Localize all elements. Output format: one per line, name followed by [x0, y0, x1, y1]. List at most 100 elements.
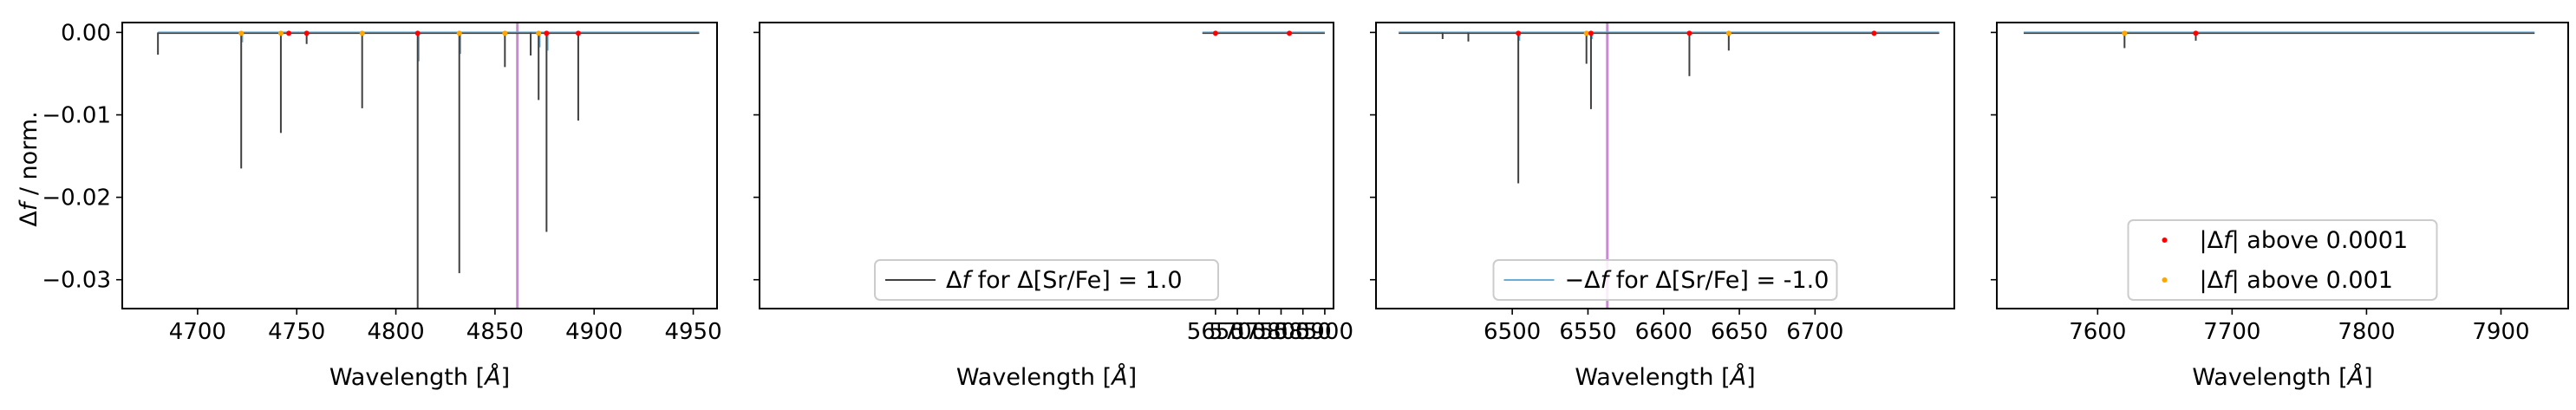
- legend-text-part: | above 0.0001: [2232, 227, 2409, 254]
- y-tick-label: −0.02: [42, 185, 111, 212]
- legend-marker-swatch: [2162, 277, 2168, 283]
- legend-text-part: |: [2200, 227, 2208, 254]
- legend-panel-2: Δf for Δ[Sr/Fe] = 1.0: [874, 259, 1219, 301]
- above-0.0001-marker: [414, 30, 421, 36]
- legend-delta: Δ: [2208, 267, 2224, 294]
- panel-4: 7600 7700 7800 7900 Wavelength [Å]: [1991, 22, 2569, 391]
- legend-panel-4: |Δf| above 0.0001 |Δf| above 0.001: [2127, 219, 2438, 301]
- legend-box: [874, 259, 1219, 301]
- x-tick-label: 4750: [268, 319, 325, 345]
- x-axis-label-text: Wavelength [: [1575, 364, 1730, 391]
- panel-2-plot-area: [1202, 30, 1325, 36]
- x-axis-label-bracket: ]: [1746, 364, 1756, 391]
- above-0.001-marker: [359, 30, 365, 36]
- y-axis-label-rest: / norm.: [16, 111, 42, 202]
- x-tick-label: 4850: [466, 319, 524, 345]
- x-axis-label-unit: Å: [2346, 363, 2364, 391]
- legend-text-part: |: [2200, 267, 2208, 294]
- panel-3-plot-area: [1399, 23, 1940, 309]
- x-tick-label: 5900: [1296, 319, 1353, 345]
- y-tick-label: −0.01: [42, 103, 111, 129]
- above-0.001-marker: [2122, 30, 2128, 36]
- x-tick-label: 4800: [367, 319, 424, 345]
- legend-delta: Δ: [1584, 267, 1601, 294]
- legend-label: |Δf| above 0.001: [2200, 267, 2393, 294]
- x-axis-label: Wavelength [Å]: [329, 363, 510, 391]
- legend-box: [2127, 219, 2438, 301]
- above-0.001-marker: [1583, 30, 1589, 36]
- panels: 4700 4750 4800 4850 4900 4950 0.00 −0.01 −0.02 −0…: [42, 20, 2569, 391]
- x-tick-label: 6700: [1786, 319, 1843, 345]
- legend-text-part: −: [1565, 267, 1585, 294]
- y-tick-label: −0.03: [42, 268, 111, 294]
- x-axis-label: Wavelength [Å]: [956, 363, 1137, 391]
- legend-text-part: | above 0.001: [2232, 267, 2393, 294]
- legend-label: |Δf| above 0.0001: [2200, 227, 2409, 254]
- panel-1-frame: [121, 22, 718, 309]
- legend-text-part: for Δ[Sr/Fe] = -1.0: [1608, 267, 1829, 294]
- panel-3-frame: [1375, 22, 1955, 309]
- above-0.001-marker: [1725, 30, 1731, 36]
- above-0.0001-marker: [544, 30, 550, 36]
- x-axis-label: Wavelength [Å]: [2192, 363, 2372, 391]
- x-tick-label: 7600: [2069, 319, 2126, 345]
- x-tick-label: 7800: [2338, 319, 2395, 345]
- panel-4-plot-area: [2024, 30, 2535, 49]
- x-tick-label: 5850: [1275, 319, 1332, 345]
- above-0.001-marker: [456, 30, 462, 36]
- above-0.0001-marker: [303, 30, 310, 36]
- x-tick-label: 7700: [2203, 319, 2260, 345]
- above-0.0001-marker: [286, 30, 292, 36]
- x-tick-label: 6600: [1635, 319, 1692, 345]
- y-axis-label: Δf / norm.: [16, 111, 42, 226]
- x-axis-label-unit: Å: [483, 363, 500, 391]
- above-0.001-marker: [238, 30, 245, 36]
- panel-1-plot-area: [157, 23, 700, 309]
- above-0.0001-marker: [1212, 30, 1218, 36]
- above-0.0001-marker: [575, 30, 581, 36]
- x-tick-label: 5700: [1209, 319, 1266, 345]
- x-axis-label: Wavelength [Å]: [1575, 363, 1755, 391]
- y-axis-label-delta: Δ: [16, 211, 42, 227]
- above-0.001-marker: [536, 30, 542, 36]
- panel-4-frame: [1996, 22, 2569, 309]
- x-axis-label-text: Wavelength [: [956, 364, 1112, 391]
- above-0.0001-marker: [1287, 30, 1293, 36]
- x-tick-label: 5800: [1252, 319, 1309, 345]
- legend-label: Δf for Δ[Sr/Fe] = 1.0: [946, 267, 1183, 294]
- x-axis-label-text: Wavelength [: [2192, 364, 2347, 391]
- legend-delta: Δ: [946, 267, 962, 294]
- legend-panel-3: −Δf for Δ[Sr/Fe] = -1.0: [1492, 259, 1838, 301]
- x-tick-label: 4950: [664, 319, 721, 345]
- y-tick-label: 0.00: [61, 20, 111, 46]
- legend-delta: Δ: [2208, 227, 2224, 254]
- x-axis-label-bracket: ]: [501, 364, 511, 391]
- x-axis-label-unit: Å: [1729, 363, 1746, 391]
- x-axis-label-bracket: ]: [1128, 364, 1138, 391]
- legend-marker-swatch: [2162, 238, 2168, 243]
- panel-3: 6500 6550 6600 6650 6700 Wavelength [Å]: [1370, 22, 1955, 391]
- legend-label: −Δf for Δ[Sr/Fe] = -1.0: [1565, 267, 1829, 294]
- legend-box: [1492, 259, 1838, 301]
- legend-text-part: for Δ[Sr/Fe] = 1.0: [970, 267, 1183, 294]
- x-tick-label: 7900: [2472, 319, 2529, 345]
- x-tick-label: 5650: [1187, 319, 1244, 345]
- x-tick-label: 5750: [1230, 319, 1288, 345]
- x-tick-label: 4700: [169, 319, 226, 345]
- panel-2-frame: [759, 22, 1334, 309]
- x-axis-label-unit: Å: [1110, 363, 1127, 391]
- above-0.0001-marker: [1516, 30, 1522, 36]
- above-0.001-marker: [277, 30, 284, 36]
- above-0.001-marker: [502, 30, 508, 36]
- x-tick-label: 4900: [565, 319, 623, 345]
- x-tick-label: 6500: [1484, 319, 1541, 345]
- x-tick-label: 6650: [1711, 319, 1768, 345]
- above-0.0001-marker: [1871, 30, 1877, 36]
- panel-1: 4700 4750 4800 4850 4900 4950 0.00 −0.01 −0.02 −0…: [42, 20, 721, 391]
- above-0.0001-marker: [2193, 30, 2199, 36]
- x-tick-label: 6550: [1559, 319, 1616, 345]
- x-axis-label-bracket: ]: [2364, 364, 2373, 391]
